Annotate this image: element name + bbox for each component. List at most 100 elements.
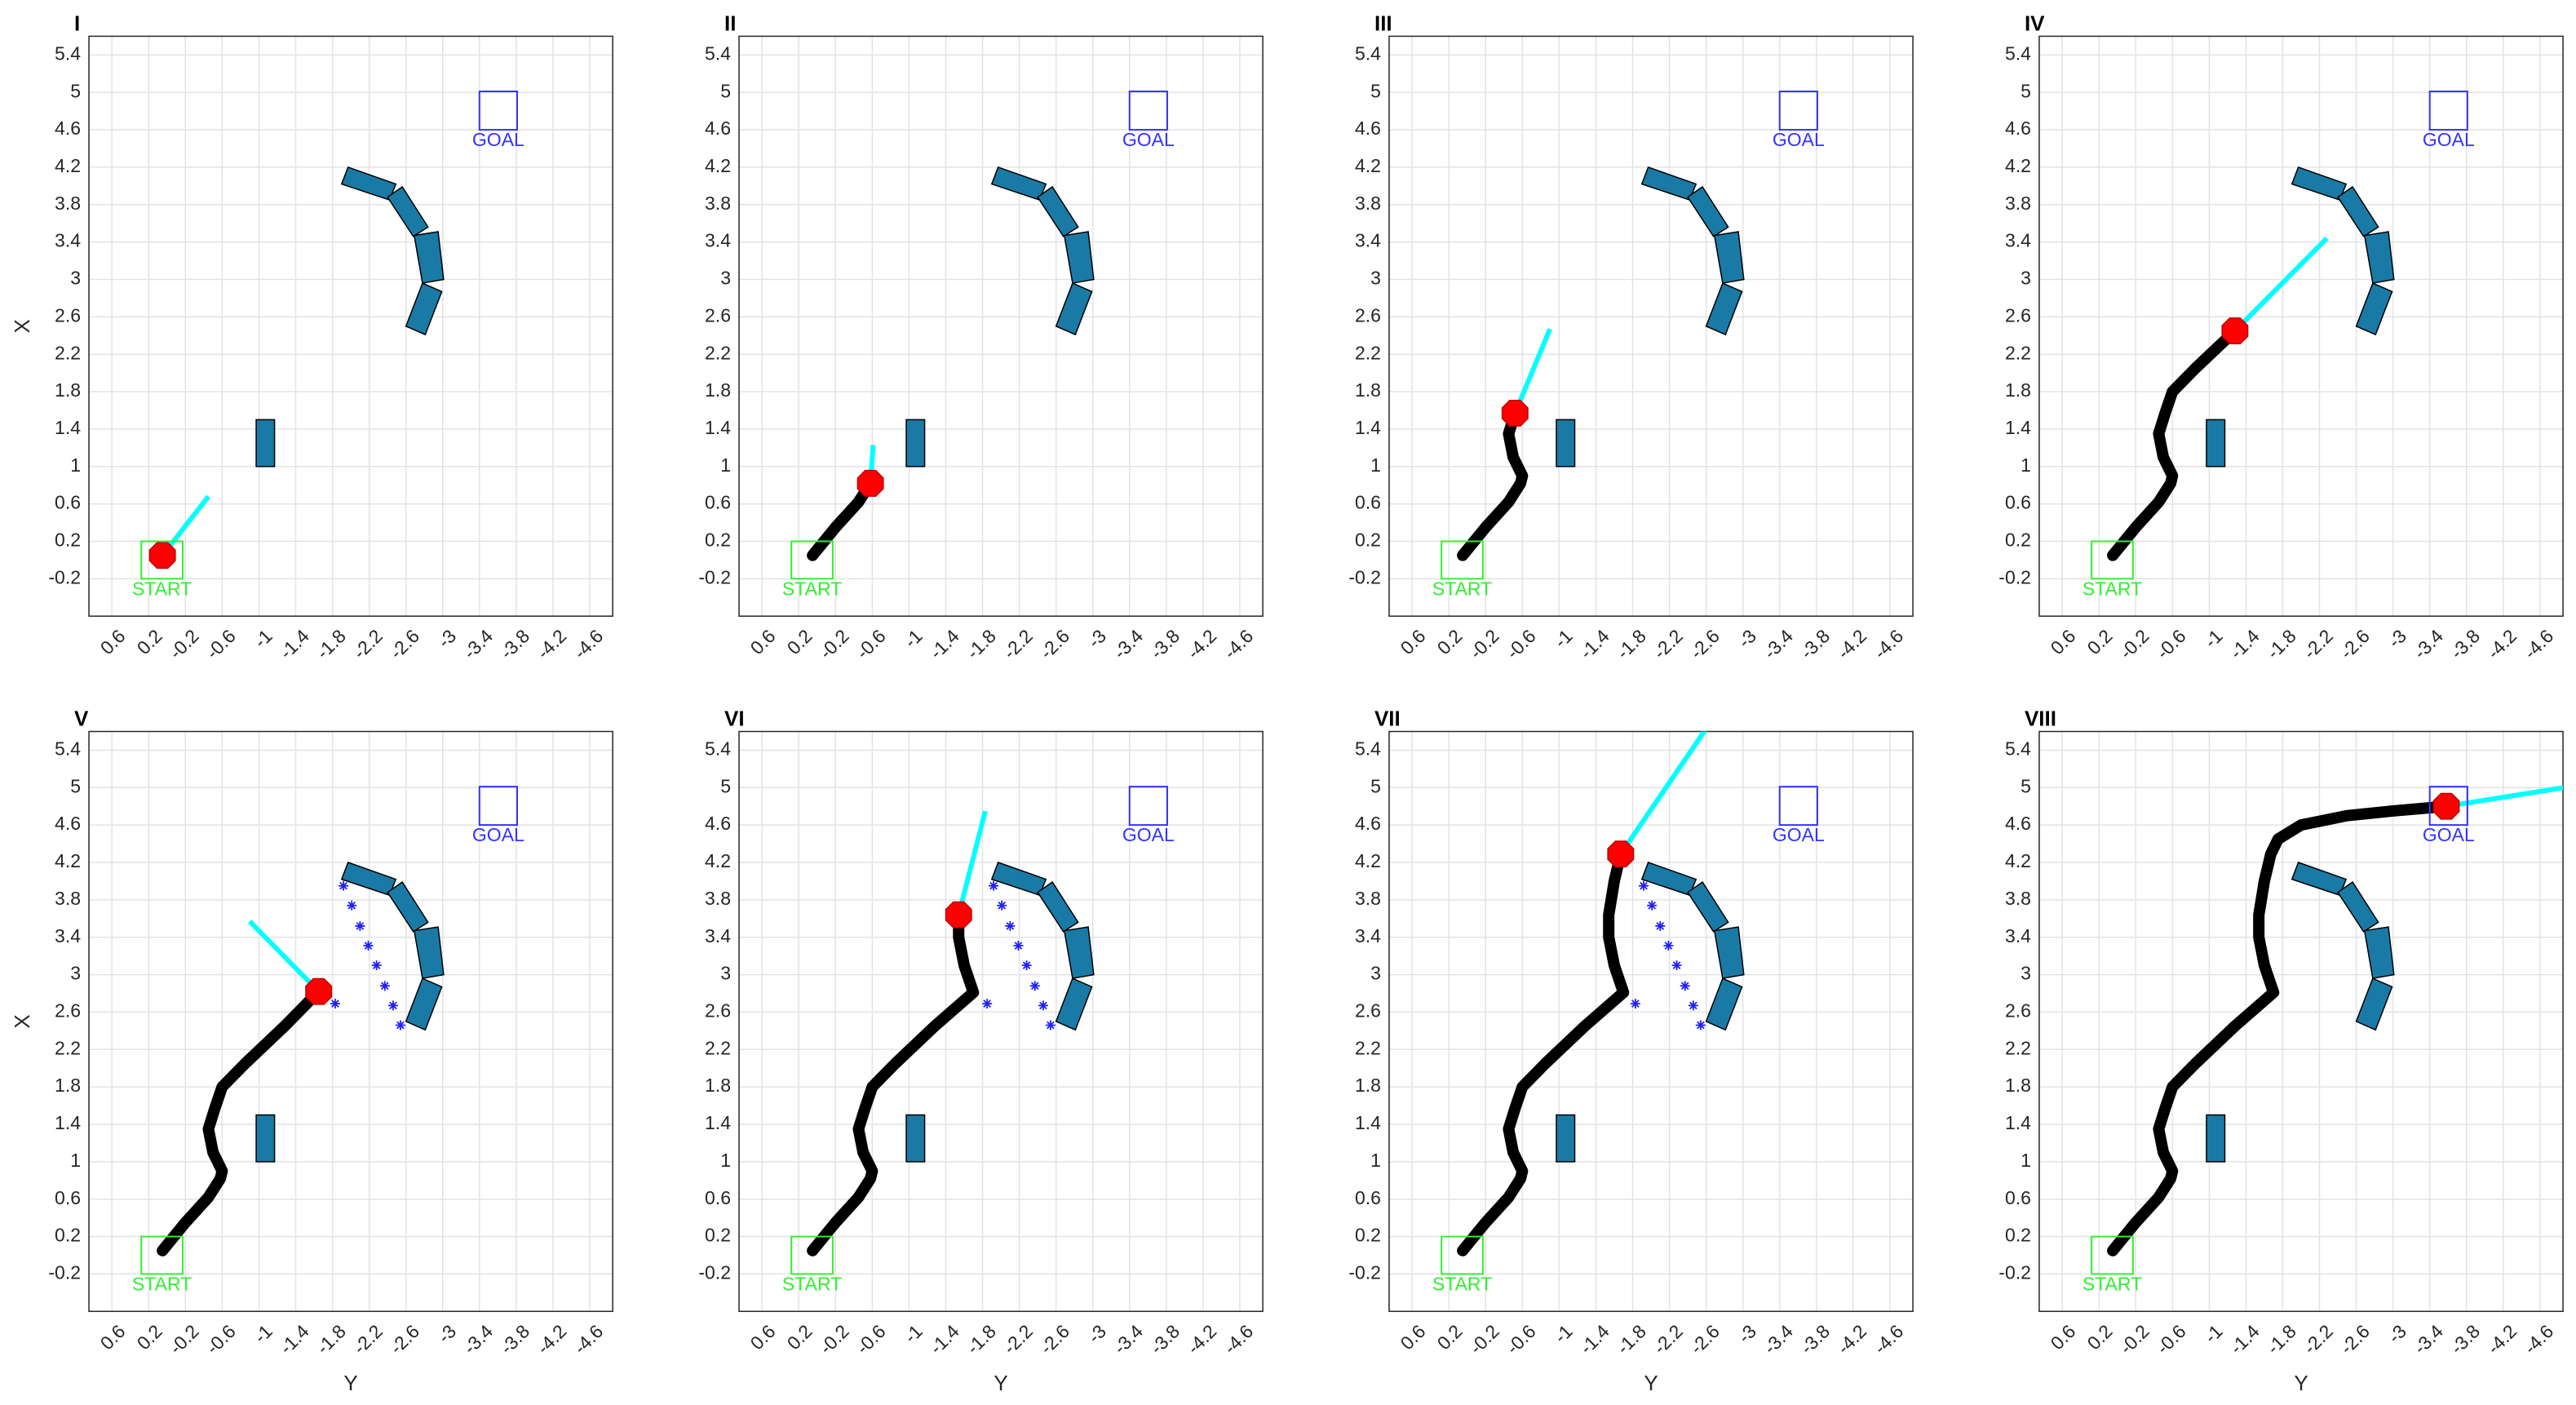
x-tick-label: -0.6: [1502, 625, 1539, 663]
obstacle: [1556, 1114, 1576, 1163]
goal-label: GOAL: [472, 824, 524, 845]
x-tick-label: -3.4: [1759, 625, 1798, 663]
star-marker: [1639, 880, 1649, 891]
y-tick-label: 3: [1370, 268, 1381, 289]
panel-title: IV: [2025, 11, 2045, 35]
goal-label: GOAL: [1773, 824, 1825, 845]
y-tick-label: 2.6: [1355, 1000, 1381, 1022]
x-tick-label: -2.6: [1686, 1320, 1724, 1358]
y-tick-label: 5: [2021, 775, 2031, 796]
x-tick-label: 0.6: [746, 625, 780, 658]
y-tick-label: 4.6: [705, 117, 731, 139]
y-tick-label: 5.4: [2005, 42, 2031, 64]
y-tick-label: 1: [70, 454, 81, 476]
x-tick-label: -3: [1733, 1320, 1760, 1347]
star-marker: [1647, 900, 1658, 911]
obstacle: [2363, 926, 2395, 980]
y-tick-label: 4.6: [55, 813, 81, 834]
x-tick-label: 0.2: [2083, 625, 2117, 658]
axes-box: [2038, 730, 2564, 1313]
y-tick-label: 4.2: [2005, 155, 2031, 176]
y-tick-label: 3.8: [705, 888, 731, 909]
x-tick-label: 0.6: [2047, 1320, 2080, 1354]
y-tick-label: 2.6: [55, 304, 81, 326]
star-marker: [1671, 960, 1682, 971]
y-tick-label: 4.6: [2005, 813, 2031, 834]
y-tick-label: 2.6: [2005, 1000, 2031, 1022]
plot-area: [89, 36, 613, 617]
y-tick-label: 0.6: [55, 1187, 81, 1208]
y-tick-label: 2.2: [55, 1037, 81, 1058]
x-tick-label: -1: [2200, 1320, 2227, 1347]
star-marker: [1045, 1020, 1056, 1030]
y-tick-label: 4.2: [55, 155, 81, 176]
y-tick-label: 0.2: [1355, 530, 1381, 551]
y-tick-label: -0.2: [1348, 1261, 1381, 1283]
y-tick-label: 0.6: [2005, 492, 2031, 513]
x-axis-label: Y: [2294, 1371, 2308, 1395]
star-marker: [997, 900, 1007, 911]
x-tick-label: -0.2: [165, 1320, 202, 1358]
y-tick-label: -0.2: [1348, 566, 1381, 587]
plot-content: [1457, 731, 1745, 1257]
goal-box: [478, 786, 518, 827]
x-tick-label: -1.4: [2225, 1320, 2264, 1358]
x-tick-label: -3: [1083, 1320, 1110, 1347]
star-marker: [387, 1000, 398, 1011]
x-tick-label: -3.4: [459, 625, 498, 663]
x-tick-label: 0.2: [783, 625, 817, 658]
star-marker: [1630, 999, 1640, 1009]
y-tick-label: 4.6: [55, 117, 81, 139]
x-tick-label: 0.6: [1396, 625, 1430, 658]
star-marker: [395, 1020, 405, 1030]
y-tick-label: 1.4: [2005, 1112, 2031, 1133]
start-box: [1441, 540, 1484, 580]
y-tick-label: 1: [720, 454, 731, 476]
x-tick-label: -2.2: [999, 625, 1037, 663]
y-tick-label: 0.6: [2005, 1187, 2031, 1208]
obstacle: [2337, 185, 2379, 237]
y-tick-label: 1.4: [2005, 417, 2031, 438]
start-label: START: [2082, 578, 2142, 599]
obstacle: [2337, 881, 2379, 933]
goal-box: [1128, 91, 1168, 131]
x-tick-label: -2.2: [349, 625, 387, 663]
y-tick-label: 5: [720, 80, 731, 101]
star-marker: [1013, 941, 1024, 951]
x-tick-label: -1.4: [2225, 625, 2264, 663]
x-tick-label: -3.8: [496, 1320, 533, 1358]
x-tick-label: -0.2: [165, 625, 202, 663]
y-tick-label: 1.4: [1355, 417, 1381, 438]
y-tick-label: 2.2: [1355, 1037, 1381, 1058]
y-tick-label: 3.8: [2005, 888, 2031, 909]
obstacle: [387, 881, 429, 933]
start-box: [140, 540, 184, 580]
x-tick-label: 0.6: [746, 1320, 780, 1354]
y-tick-label: 5: [70, 80, 81, 101]
y-tick-label: 2.2: [705, 342, 731, 363]
y-tick-label: 0.6: [1355, 492, 1381, 513]
x-tick-label: -2.2: [349, 1320, 387, 1358]
obstacle: [1713, 231, 1745, 284]
robot: [305, 977, 333, 1005]
obstacle: [1037, 185, 1079, 237]
x-tick-label: -1.8: [2262, 1320, 2299, 1358]
plot-content: [2107, 785, 2564, 1257]
x-tick-label: -1.8: [963, 625, 1000, 663]
y-tick-label: 3.8: [705, 193, 731, 214]
heading-line: [1618, 731, 1707, 856]
y-tick-label: 0.2: [55, 530, 81, 551]
x-tick-label: -4.2: [2483, 1320, 2521, 1358]
goal-box: [2428, 786, 2468, 827]
x-tick-label: -1: [1550, 625, 1577, 652]
x-tick-label: -4.2: [1833, 1320, 1870, 1358]
star-marker: [363, 941, 374, 951]
panel: 0.6 0.2-0.2-0.6 -1-1.4-1.8-2.2-2.6 -3-3.4-3…: [10, 11, 613, 663]
y-tick-label: 3.4: [1355, 230, 1381, 251]
star-marker: [1021, 960, 1032, 971]
obstacle: [1687, 185, 1729, 237]
x-tick-label: -4.6: [1219, 1320, 1257, 1358]
axes-box: [738, 35, 1264, 617]
panel: 0.6 0.2-0.2-0.6 -1-1.4-1.8-2.2-2.6 -3-3.4-3…: [10, 706, 613, 1395]
start-box: [140, 1235, 184, 1275]
